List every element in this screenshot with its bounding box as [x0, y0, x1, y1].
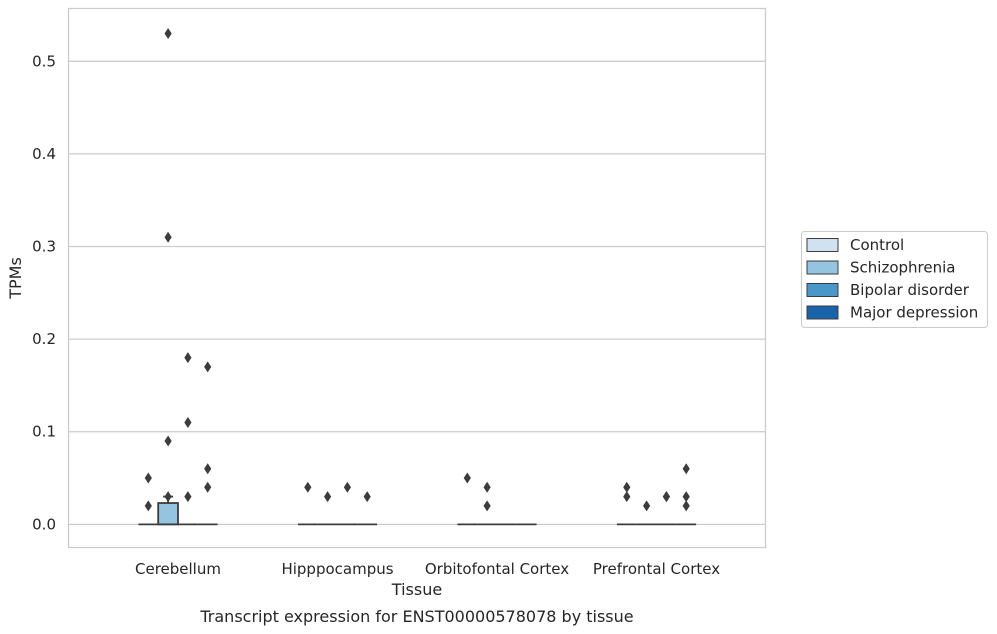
outlier-point: [682, 491, 690, 503]
y-tick-label: 0.0: [32, 515, 56, 533]
outlier-point: [204, 481, 212, 493]
legend-items: Control Schizophrenia Bipolar disorder Majo…: [806, 236, 978, 322]
x-tick-label: Hipppocampus: [281, 560, 393, 578]
legend-label: Bipolar disorder: [850, 281, 970, 299]
outlier-point: [623, 491, 631, 503]
outlier-point: [363, 491, 371, 503]
y-tick-label: 0.5: [32, 52, 56, 70]
outlier-point: [164, 491, 172, 503]
outlier-point: [304, 481, 312, 493]
outlier-point: [184, 491, 192, 503]
outlier-point: [343, 481, 351, 493]
outlier-point: [483, 481, 491, 493]
x-tick-label: Prefrontal Cortex: [593, 560, 720, 578]
y-tick-label: 0.2: [32, 330, 56, 348]
outlier-point: [164, 435, 172, 447]
legend-label: Schizophrenia: [850, 259, 955, 277]
outlier-point: [682, 500, 690, 512]
legend: Control Schizophrenia Bipolar disorder Majo…: [801, 231, 988, 328]
chart-title: Transcript expression for ENST0000057807…: [199, 607, 633, 626]
legend-label: Control: [850, 236, 904, 254]
outlier-points: [144, 28, 690, 512]
y-tick-label: 0.3: [32, 238, 56, 256]
outlier-point: [184, 352, 192, 364]
y-tick-label: 0.4: [32, 145, 56, 163]
outlier-point: [204, 361, 212, 373]
y-tick-label: 0.1: [32, 423, 56, 441]
outlier-point: [324, 491, 332, 503]
outlier-point: [164, 231, 172, 243]
outlier-point: [682, 463, 690, 475]
legend-swatch: [806, 283, 839, 297]
outlier-point: [144, 472, 152, 484]
outlier-point: [204, 463, 212, 475]
legend-label: Major depression: [850, 304, 978, 322]
legend-swatch: [806, 260, 839, 275]
box-body: [157, 502, 179, 526]
legend-swatch: [806, 238, 839, 252]
x-axis-label: Tissue: [391, 580, 442, 599]
outlier-point: [184, 416, 192, 428]
outlier-point: [483, 500, 491, 512]
y-tick-labels: 0.0 0.1 0.2 0.3 0.4 0.5: [32, 52, 56, 533]
outlier-point: [463, 472, 471, 484]
plot-frame: [67, 7, 767, 549]
x-tick-label: Orbitofontal Cortex: [425, 560, 569, 578]
outlier-point: [643, 500, 651, 512]
boxes: [138, 495, 697, 526]
outlier-point: [662, 491, 670, 503]
plot-area: [68, 8, 766, 548]
legend-frame: [801, 231, 988, 328]
outlier-point: [144, 500, 152, 512]
legend-swatch: [806, 305, 839, 320]
x-tick-label: Cerebellum: [135, 560, 221, 578]
y-axis-label: TPMs: [6, 257, 25, 300]
outlier-point: [623, 481, 631, 493]
outlier-point: [164, 28, 172, 40]
x-tick-labels: Cerebellum Hipppocampus Orbitofontal Corte…: [135, 560, 720, 578]
